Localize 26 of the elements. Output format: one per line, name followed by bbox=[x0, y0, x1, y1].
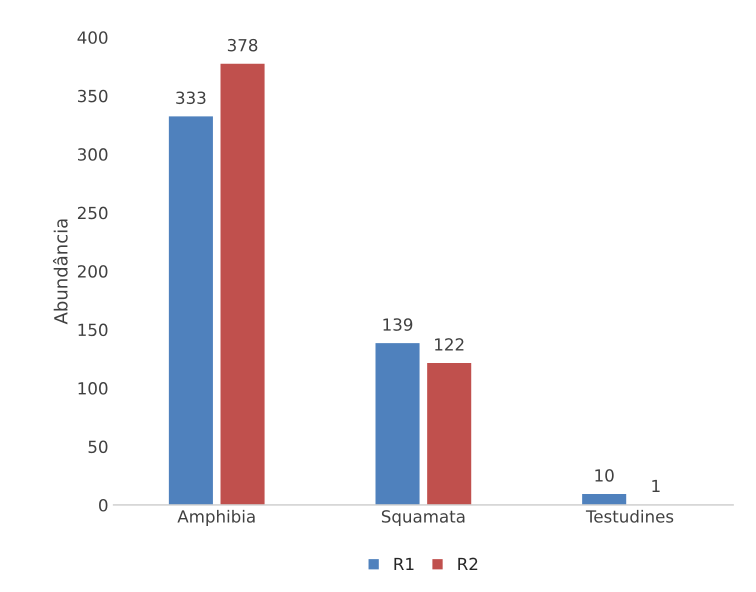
y-tick-label: 250 bbox=[78, 206, 108, 220]
data-label: 122 bbox=[435, 338, 464, 351]
data-label: 333 bbox=[176, 91, 206, 104]
data-label: 139 bbox=[383, 318, 412, 331]
y-tick-label: 400 bbox=[78, 31, 108, 44]
bar bbox=[219, 62, 266, 505]
y-tick-label: 300 bbox=[78, 148, 108, 161]
data-label: 378 bbox=[228, 38, 258, 52]
bar bbox=[167, 114, 214, 505]
y-tick-label: 150 bbox=[78, 324, 108, 336]
bar bbox=[580, 492, 628, 505]
y-tick-label: 200 bbox=[78, 265, 108, 278]
data-label: 10 bbox=[595, 469, 614, 482]
legend-label: R2 bbox=[458, 558, 478, 570]
bar bbox=[426, 362, 473, 505]
y-tick-label: 100 bbox=[78, 382, 108, 395]
y-tick-label: 0 bbox=[99, 498, 108, 512]
data-label: 1 bbox=[652, 480, 660, 492]
y-axis-title: Abundância bbox=[52, 219, 68, 324]
y-tick-label: 350 bbox=[78, 90, 108, 102]
legend-label: R1 bbox=[394, 558, 414, 570]
x-tick-label: Testudines bbox=[586, 510, 674, 523]
y-tick-label: 50 bbox=[88, 440, 108, 454]
x-tick-label: Amphibia bbox=[177, 510, 255, 526]
bar bbox=[374, 342, 421, 505]
x-tick-label: Squamata bbox=[382, 510, 464, 526]
